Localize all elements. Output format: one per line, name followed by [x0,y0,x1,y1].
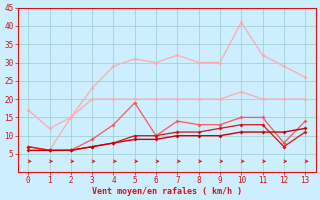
X-axis label: Vent moyen/en rafales ( km/h ): Vent moyen/en rafales ( km/h ) [92,187,242,196]
